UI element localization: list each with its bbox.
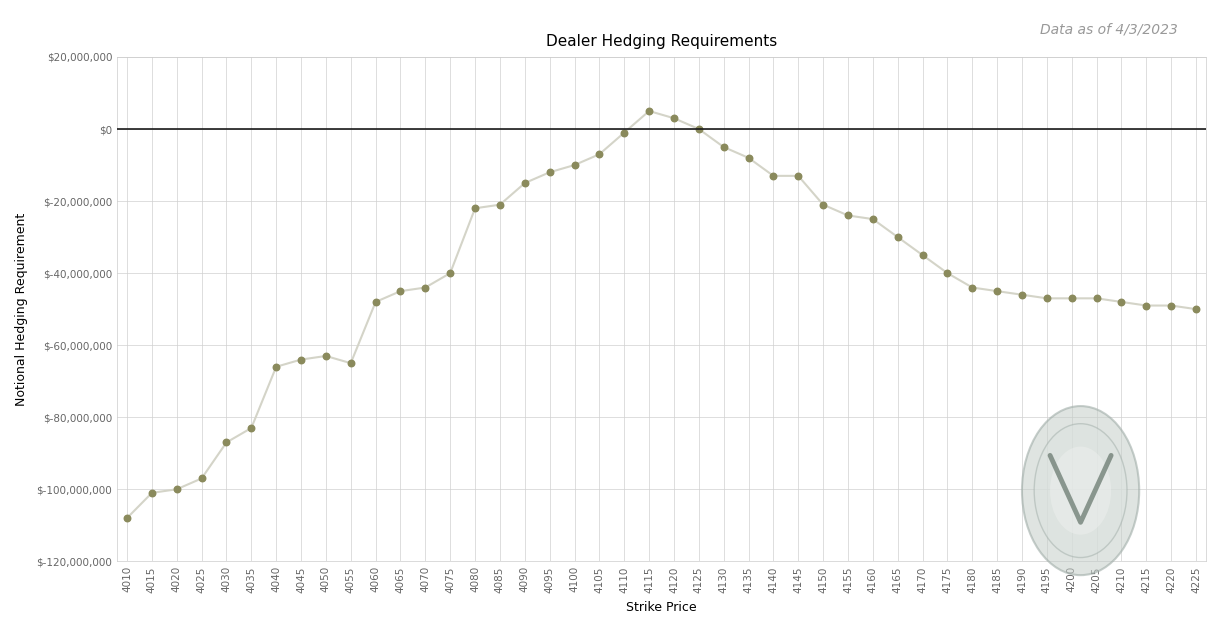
Point — [614, 128, 634, 138]
Point — [839, 211, 858, 221]
Point — [714, 142, 734, 152]
Point — [739, 153, 758, 163]
Point — [988, 286, 1007, 296]
Point — [863, 214, 883, 224]
Point — [465, 203, 485, 213]
Point — [216, 437, 236, 447]
Point — [590, 149, 609, 159]
Point — [689, 124, 708, 134]
Point — [813, 199, 833, 209]
Circle shape — [1050, 447, 1111, 535]
Point — [1161, 301, 1181, 311]
Y-axis label: Notional Hedging Requirement: Notional Hedging Requirement — [15, 213, 28, 406]
Point — [366, 297, 386, 307]
Point — [192, 474, 211, 484]
Point — [316, 351, 336, 361]
Point — [962, 282, 982, 292]
Point — [1111, 297, 1131, 307]
Point — [664, 113, 684, 123]
Point — [565, 160, 585, 170]
Point — [117, 513, 137, 523]
Point — [167, 484, 187, 494]
Point — [490, 199, 509, 209]
Point — [938, 268, 957, 278]
Point — [913, 250, 933, 260]
Point — [515, 178, 535, 188]
Point — [415, 282, 435, 292]
Text: Data as of 4/3/2023: Data as of 4/3/2023 — [1040, 22, 1178, 36]
Point — [789, 171, 808, 181]
X-axis label: Strike Price: Strike Price — [626, 601, 697, 614]
Title: Dealer Hedging Requirements: Dealer Hedging Requirements — [546, 34, 777, 49]
Point — [391, 286, 410, 296]
Point — [142, 488, 161, 498]
Circle shape — [1034, 424, 1127, 557]
Point — [1037, 293, 1056, 303]
Point — [888, 232, 907, 242]
Point — [1087, 293, 1106, 303]
Point — [441, 268, 460, 278]
Point — [640, 106, 659, 116]
Circle shape — [1022, 406, 1139, 575]
Point — [540, 167, 559, 177]
Point — [1187, 304, 1206, 314]
Point — [266, 362, 286, 372]
Point — [1062, 293, 1082, 303]
Point — [763, 171, 783, 181]
Point — [1012, 290, 1032, 300]
Point — [1137, 301, 1156, 311]
Point — [341, 358, 360, 368]
Point — [292, 355, 311, 365]
Point — [242, 423, 261, 433]
